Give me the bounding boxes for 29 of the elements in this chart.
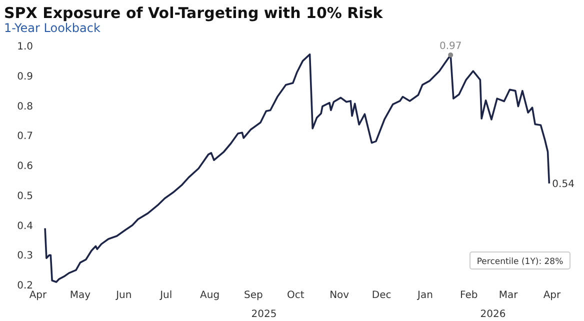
x-tick-label: Apr bbox=[29, 290, 48, 301]
annotation: 0.97 bbox=[439, 40, 462, 52]
x-tick-label: Feb bbox=[460, 290, 478, 301]
x-tick-label: Sep bbox=[244, 290, 263, 301]
x-tick-label: May bbox=[70, 290, 91, 301]
x-tick-label: Jul bbox=[159, 290, 172, 301]
chart-title: SPX Exposure of Vol-Targeting with 10% Risk bbox=[4, 4, 384, 22]
x-tick-label: Mar bbox=[498, 290, 519, 301]
y-tick-label: 0.9 bbox=[17, 71, 33, 82]
x-tick-label: Jun bbox=[115, 290, 132, 301]
y-tick-label: 0.3 bbox=[17, 250, 33, 262]
text: 2025 bbox=[251, 309, 277, 320]
y-tick-label: 0.6 bbox=[17, 161, 33, 172]
x-tick-label: Jan bbox=[416, 290, 433, 301]
y-tick-label: 0.5 bbox=[17, 190, 33, 202]
x-tick-label: Apr bbox=[543, 290, 562, 301]
x-tick-label: Aug bbox=[200, 290, 220, 301]
x-tick-label: Oct bbox=[287, 290, 304, 301]
x-tick-label: Dec bbox=[372, 290, 392, 301]
x-tick-label: Nov bbox=[330, 290, 350, 301]
text: 2026 bbox=[480, 309, 506, 320]
y-tick-label: 0.2 bbox=[17, 280, 33, 292]
y-tick-label: 0.4 bbox=[17, 220, 33, 232]
chart-subtitle: 1-Year Lookback bbox=[4, 21, 100, 35]
y-tick-label: 0.7 bbox=[17, 131, 33, 142]
y-tick-label: 1.0 bbox=[17, 42, 33, 52]
annotation: 0.54 bbox=[552, 178, 574, 190]
annotation: Percentile (1Y): 28% bbox=[476, 256, 564, 267]
y-tick-label: 0.8 bbox=[17, 101, 33, 112]
